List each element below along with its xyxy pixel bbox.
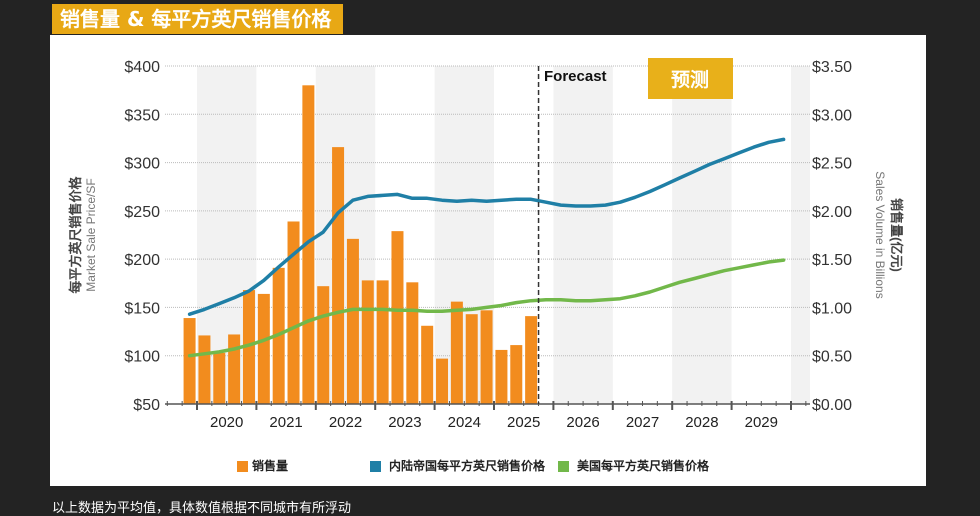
x-tick-label: 2021 [269, 414, 302, 431]
y-left-tick-label: $300 [124, 156, 160, 173]
y-left-label-en: Market Sale Price/SF [84, 178, 98, 291]
bar [421, 325, 434, 404]
bar [376, 280, 389, 404]
bar [346, 238, 359, 404]
bar [406, 282, 419, 404]
bar [302, 85, 315, 405]
y-right-label-cn: 销售量(亿元) [889, 198, 904, 272]
y-right-tick-label: $0.00 [812, 397, 852, 414]
bar [183, 318, 196, 404]
bar [450, 301, 463, 404]
x-tick-label: 2029 [745, 414, 778, 431]
legend-swatch-us [558, 461, 569, 472]
legend: 销售量 内陆帝国每平方英尺销售价格 美国每平方英尺销售价格 [237, 458, 710, 473]
legend-swatch-sales [237, 461, 248, 472]
bar [465, 314, 478, 404]
forecast-badge [648, 58, 733, 99]
bar [495, 349, 508, 404]
legend-label-us: 美国每平方英尺销售价格 [577, 458, 710, 473]
x-tick-label: 2020 [210, 414, 243, 431]
y-left-tick-label: $150 [124, 300, 160, 317]
bar [332, 147, 345, 404]
bar [213, 352, 226, 404]
forecast-label: Forecast [544, 68, 607, 85]
bar [525, 316, 538, 404]
y-left-tick-label: $200 [124, 252, 160, 269]
y-right-label-en: Sales Volume in Billions [873, 171, 887, 298]
inland-empire-price-line [187, 137, 786, 316]
bar [287, 221, 300, 404]
us-price-line [187, 258, 786, 358]
legend-label-inland: 内陆帝国每平方英尺销售价格 [389, 458, 546, 473]
bar [361, 280, 374, 404]
x-tick-label: 2024 [448, 414, 481, 431]
y-left-tick-label: $400 [124, 59, 160, 76]
x-tick-label: 2022 [329, 414, 362, 431]
footer-note: 以上数据为平均值，具体数值根据不同城市有所浮动 [52, 501, 352, 516]
y-left-label-cn: 每平方英尺销售价格 [68, 176, 83, 294]
bar [317, 286, 330, 404]
y-left-tick-label: $100 [124, 349, 160, 366]
y-left-tick-label: $50 [133, 397, 160, 414]
bar [198, 335, 211, 404]
y-left-tick-label: $250 [124, 204, 160, 221]
bar [480, 310, 493, 404]
y-right-tick-label: $3.50 [812, 59, 852, 76]
legend-label-sales: 销售量 [252, 458, 288, 473]
x-tick-label: 2023 [388, 414, 421, 431]
bar [257, 293, 270, 404]
y-right-tick-label: $3.00 [812, 107, 852, 124]
bar [510, 345, 523, 404]
x-tick-label: 2026 [566, 414, 599, 431]
y-right-tick-label: $1.50 [812, 252, 852, 269]
y-right-tick-label: $2.50 [812, 156, 852, 173]
bar [242, 290, 255, 404]
x-tick-label: 2025 [507, 414, 540, 431]
legend-swatch-inland [370, 461, 381, 472]
forecast-badge-text: 预测 [671, 69, 709, 91]
chart-title-banner: 销售量 & 每平方英尺销售价格 [52, 4, 343, 34]
y-left-tick-label: $350 [124, 107, 160, 124]
y-right-tick-label: $0.50 [812, 349, 852, 366]
y-right-tick-label: $1.00 [812, 300, 852, 317]
y-right-tick-label: $2.00 [812, 204, 852, 221]
year-band [672, 66, 732, 404]
year-band [553, 66, 613, 404]
bar [228, 334, 241, 404]
x-tick-label: 2028 [685, 414, 718, 431]
year-band [791, 66, 810, 404]
x-tick-label: 2027 [626, 414, 659, 431]
bar [391, 231, 404, 404]
bar [436, 358, 449, 404]
